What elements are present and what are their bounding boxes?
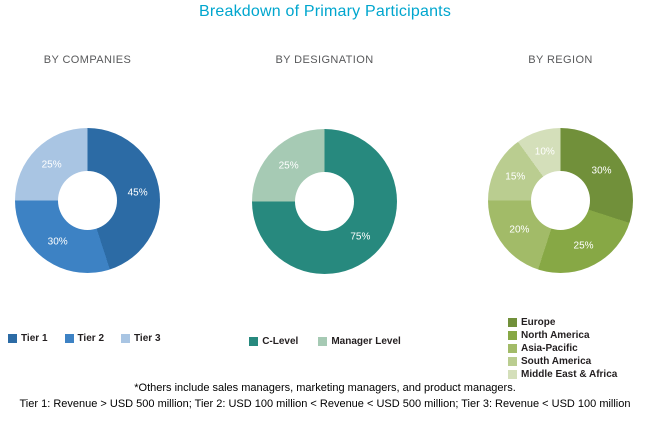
legend-label: North America [521, 330, 590, 341]
legend-by-designation: C-Level Manager Level [240, 336, 410, 347]
legend-item-south-america: South America [508, 356, 617, 367]
slice-value-label: 75% [350, 231, 371, 243]
legend-label: C-Level [262, 336, 299, 347]
legend-item-middle-east-africa: Middle East & Africa [508, 369, 617, 380]
legend-swatch-icon [508, 357, 517, 366]
legend-item-tier-2: Tier 2 [64, 333, 105, 344]
slice-value-label: 20% [509, 224, 530, 236]
legend-label: Tier 2 [77, 333, 105, 344]
slice-value-label: 25% [573, 240, 594, 252]
legend-item-tier-1: Tier 1 [8, 333, 48, 344]
legend-by-region: Europe North America Asia-Pacific South Ame… [508, 317, 617, 380]
slice-value-label: 15% [505, 171, 526, 183]
slice-value-label: 10% [534, 146, 555, 158]
footnote-others: *Others include sales managers, marketin… [134, 382, 516, 394]
legend-swatch-icon [64, 334, 74, 343]
donut-hole [531, 171, 590, 230]
slice-value-label: 25% [278, 160, 299, 172]
slice-value-label: 30% [47, 236, 68, 248]
legend-by-companies: Tier 1 Tier 2 Tier 3 [8, 333, 161, 344]
legend-item-c-level: C-Level [249, 336, 298, 347]
legend-swatch-icon [249, 337, 259, 346]
legend-swatch-icon [121, 334, 130, 343]
legend-swatch-icon [508, 331, 517, 340]
legend-item-manager-level: Manager Level [318, 336, 401, 347]
legend-item-asia-pacific: Asia-Pacific [508, 343, 617, 354]
legend-item-tier-3: Tier 3 [121, 333, 161, 344]
chart-title-by-designation: BY DESIGNATION [275, 54, 374, 66]
legend-swatch-icon [508, 318, 517, 327]
legend-swatch-icon [508, 344, 517, 353]
chart-title-by-companies: BY COMPANIES [43, 54, 132, 66]
legend-swatch-icon [318, 337, 328, 346]
legend-label: Tier 1 [21, 333, 48, 344]
slice-value-label: 25% [41, 159, 62, 171]
slice-value-label: 30% [591, 165, 612, 177]
donut-chart-by-designation: 75% 25% [252, 129, 397, 274]
legend-label: Tier 3 [134, 333, 161, 344]
figure-title: Breakdown of Primary Participants [198, 3, 452, 20]
legend-label: Europe [521, 317, 556, 328]
donut-chart-by-companies: 45% 30% 25% [15, 128, 160, 273]
donut-hole [295, 172, 354, 231]
legend-item-north-america: North America [508, 330, 617, 341]
footnote-tier-definitions: Tier 1: Revenue > USD 500 million; Tier … [19, 398, 631, 410]
legend-label: South America [521, 356, 592, 367]
legend-label: Asia-Pacific [521, 343, 578, 354]
chart-title-by-region: BY REGION [528, 54, 593, 66]
legend-label: Manager Level [331, 336, 401, 347]
legend-swatch-icon [508, 370, 517, 379]
donut-hole [58, 171, 117, 230]
legend-swatch-icon [8, 334, 17, 343]
donut-chart-by-region: 30% 25% 20% 15% 10% [488, 128, 633, 273]
slice-value-label: 45% [127, 187, 148, 199]
legend-item-europe: Europe [508, 317, 617, 328]
legend-label: Middle East & Africa [521, 369, 618, 380]
